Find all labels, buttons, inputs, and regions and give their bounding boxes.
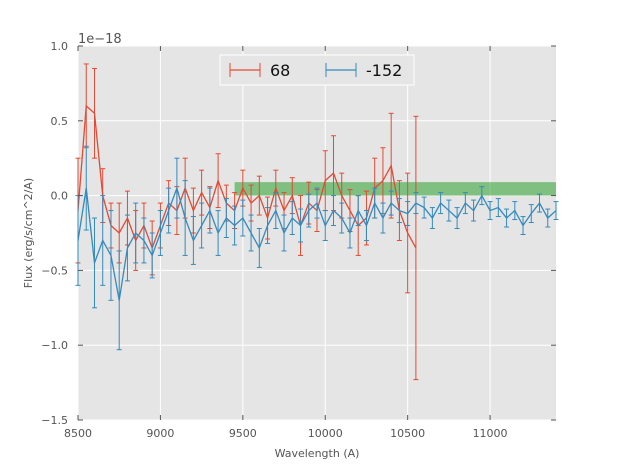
series-1 [75,145,559,351]
y-axis-label: Flux (erg/s/cm^2/A) [22,178,35,288]
x-tick-label: 9000 [146,427,174,440]
series-line-1 [77,185,557,301]
x-tick-label: 8500 [64,427,92,440]
x-tick-label: 11000 [473,427,508,440]
x-tick-label: 10500 [390,427,425,440]
x-axis-label: Wavelength (A) [275,447,360,460]
y-tick-label: −0.5 [41,264,68,277]
y-tick-label: 0.0 [51,190,69,203]
legend-entry-1: -152 [325,61,402,80]
legend-entry-0: 68 [229,61,290,80]
legend-label-1: -152 [366,61,402,80]
y-tick-label: 0.5 [51,115,69,128]
y-tick-label: −1.0 [41,339,68,352]
y-offset-label: 1e−18 [78,32,122,47]
legend: 68 -152 [219,54,415,86]
legend-label-0: 68 [270,61,290,80]
x-tick-label: 10000 [308,427,343,440]
y-tick-label: −1.5 [41,414,68,427]
axis-ticks: 8500 9000 9500 10000 10500 11000 −1.5 −1.0 −0.5 0… [41,40,556,440]
x-tick-label: 9500 [229,427,257,440]
series-layer [75,63,559,381]
y-tick-label: 1.0 [51,40,69,53]
